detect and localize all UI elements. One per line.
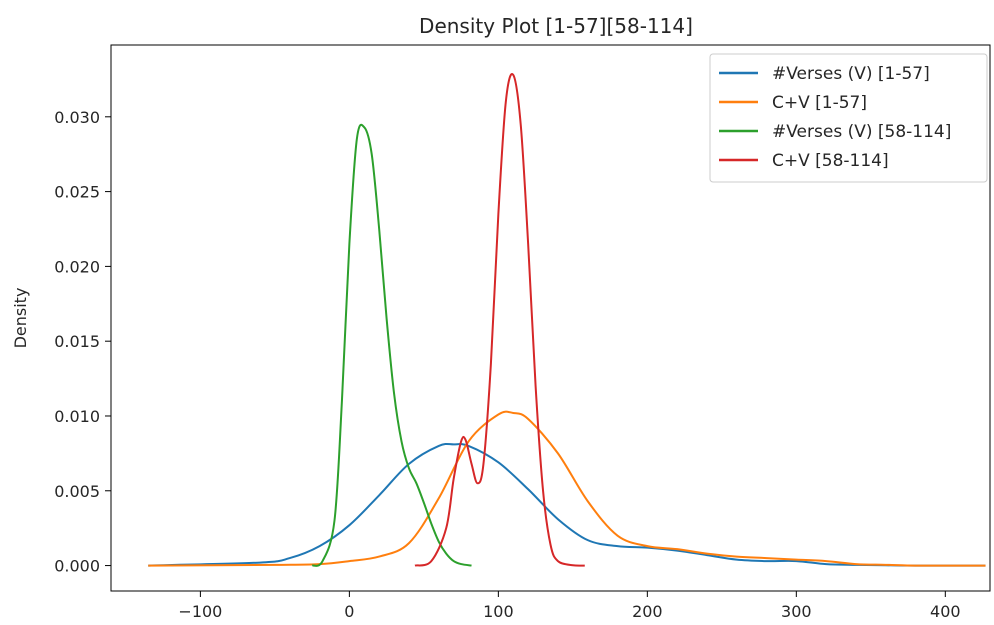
- legend-label-3: #Verses (V) [58-114]: [772, 122, 951, 142]
- y-tick-label: 0.020: [54, 257, 100, 276]
- y-axis-label: Density: [11, 288, 30, 349]
- x-tick-label: 400: [930, 602, 961, 621]
- x-axis-ticks: −100 0 100 200 300 400: [178, 591, 961, 621]
- series-line-2: [148, 410, 986, 567]
- y-tick-label: 0.005: [54, 482, 100, 501]
- legend-label-2: C+V [1-57]: [772, 93, 867, 113]
- y-tick-label: 0.010: [54, 407, 100, 426]
- plot-lines: [148, 73, 986, 567]
- y-tick-label: 0.015: [54, 332, 100, 351]
- x-tick-label: 300: [781, 602, 812, 621]
- series-line-4: [414, 73, 585, 567]
- x-tick-label: 100: [483, 602, 514, 621]
- x-tick-label: 200: [632, 602, 663, 621]
- series-line-3: [311, 123, 472, 567]
- y-tick-label: 0.000: [54, 557, 100, 576]
- y-axis-ticks: 0.000 0.005 0.010 0.015 0.020 0.025 0.030: [54, 108, 111, 576]
- x-tick-label: −100: [178, 602, 222, 621]
- chart-title: Density Plot [1-57][58-114]: [419, 14, 693, 38]
- legend-frame: [709, 53, 988, 183]
- legend-label-4: C+V [58-114]: [772, 151, 889, 171]
- legend: #Verses (V) [1-57] C+V [1-57] #Verses (V) …: [709, 53, 988, 183]
- x-tick-label: 0: [344, 602, 354, 621]
- series-line-1: [148, 442, 986, 567]
- legend-label-1: #Verses (V) [1-57]: [772, 64, 930, 84]
- y-tick-label: 0.025: [54, 183, 100, 202]
- y-tick-label: 0.030: [54, 108, 100, 127]
- plot-frame: [110, 44, 991, 592]
